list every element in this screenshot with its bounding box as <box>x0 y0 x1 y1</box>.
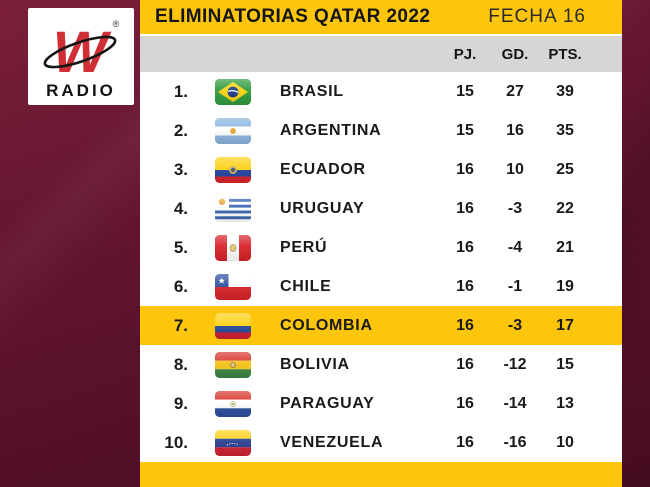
pts-value: 19 <box>556 277 574 295</box>
gd-value: -16 <box>503 433 527 451</box>
rank-label: 3. <box>173 159 188 179</box>
gd-value: -3 <box>507 199 523 217</box>
logo-radio-text: RADIO <box>46 81 116 100</box>
pj-value: 16 <box>456 160 474 178</box>
pj-value: 16 <box>456 433 474 451</box>
rank-label: 8. <box>173 354 188 374</box>
wradio-logo: W ® RADIO <box>28 8 134 105</box>
pj-value: 16 <box>456 355 474 373</box>
card-header: ELIMINATORIAS QATAR 2022 FECHA 16 <box>140 0 622 34</box>
column-header-row: PJ. GD. PTS. <box>140 36 622 72</box>
argentina-flag-icon <box>215 117 251 144</box>
rank-label: 5. <box>173 237 188 257</box>
colombia-flag-icon <box>215 312 251 339</box>
team-name: BRASIL <box>280 82 344 100</box>
gd-value: -12 <box>503 355 527 373</box>
logo-registered-mark: ® <box>113 19 120 29</box>
chile-flag-icon <box>215 273 251 300</box>
gd-value: 16 <box>506 121 524 139</box>
standings-rows: 1. BRASIL 15 27 39 2. ARGENTINA 15 16 35… <box>140 72 622 462</box>
wradio-logo-graphic: W ® RADIO <box>43 19 120 100</box>
card-footer-accent-bar <box>140 462 622 487</box>
ecuador-flag-icon <box>215 156 251 183</box>
gd-value: -14 <box>503 394 527 412</box>
table-row-argentina: 2. ARGENTINA 15 16 35 <box>140 111 622 150</box>
table-row-ecuador: 3. ECUADOR 16 10 25 <box>140 150 622 189</box>
team-name: BOLIVIA <box>280 355 350 373</box>
column-header-pj: PJ. <box>453 45 477 63</box>
brasil-flag-icon <box>215 78 251 105</box>
pj-value: 16 <box>456 277 474 295</box>
logo-orbit-ellipse <box>43 35 117 69</box>
pts-value: 17 <box>556 316 574 334</box>
team-name: PERÚ <box>280 238 328 256</box>
table-row-paraguay: 9. PARAGUAY 16 -14 13 <box>140 384 622 423</box>
pts-value: 25 <box>556 160 574 178</box>
bolivia-flag-icon <box>215 351 251 378</box>
pj-value: 15 <box>456 121 474 139</box>
pts-value: 35 <box>556 121 574 139</box>
column-header-gd: GD. <box>501 45 529 63</box>
paraguay-flag-icon <box>215 390 251 417</box>
pts-value: 13 <box>556 394 574 412</box>
pj-value: 16 <box>456 394 474 412</box>
uruguay-flag-icon <box>215 195 251 222</box>
pj-value: 16 <box>456 316 474 334</box>
pts-value: 15 <box>556 355 574 373</box>
rank-label: 1. <box>173 81 188 101</box>
venezuela-flag-icon <box>215 429 251 456</box>
page-title: ELIMINATORIAS QATAR 2022 <box>155 6 431 27</box>
rank-label: 2. <box>173 120 188 140</box>
gd-value: -3 <box>507 316 523 334</box>
pts-value: 21 <box>556 238 574 256</box>
pj-value: 16 <box>456 199 474 217</box>
gd-value: -4 <box>507 238 523 256</box>
rank-label: 9. <box>173 393 188 413</box>
team-name: COLOMBIA <box>280 316 373 334</box>
team-name: VENEZUELA <box>280 433 384 451</box>
table-row-uruguay: 4. URUGUAY 16 -3 22 <box>140 189 622 228</box>
pj-value: 16 <box>456 238 474 256</box>
team-name: ECUADOR <box>280 160 366 178</box>
rank-label: 6. <box>173 276 188 296</box>
team-name: PARAGUAY <box>280 394 375 412</box>
pj-value: 15 <box>456 82 474 100</box>
pts-value: 22 <box>556 199 574 217</box>
rank-label: 10. <box>164 432 188 452</box>
table-row-peru: 5. PERÚ 16 -4 21 <box>140 228 622 267</box>
table-row-bolivia: 8. BOLIVIA 16 -12 15 <box>140 345 622 384</box>
table-row-chile: 6. CHILE 16 -1 19 <box>140 267 622 306</box>
rank-label: 7. <box>173 315 188 335</box>
rank-label: 4. <box>173 198 188 218</box>
team-name: CHILE <box>280 277 332 295</box>
header-divider <box>140 34 622 36</box>
pts-value: 10 <box>556 433 574 451</box>
gd-value: 10 <box>506 160 524 178</box>
gd-value: 27 <box>506 82 524 100</box>
column-header-pts: PTS. <box>548 45 582 63</box>
gd-value: -1 <box>507 277 523 295</box>
matchday-label: FECHA 16 <box>488 6 586 27</box>
pts-value: 39 <box>556 82 574 100</box>
team-name: ARGENTINA <box>280 121 382 139</box>
team-name: URUGUAY <box>280 199 365 217</box>
table-row-brasil: 1. BRASIL 15 27 39 <box>140 72 622 111</box>
peru-flag-icon <box>215 234 251 261</box>
standings-card: ELIMINATORIAS QATAR 2022 FECHA 16 PJ. GD… <box>140 0 622 487</box>
table-row-venezuela: 10. VENEZUELA 16 -16 10 <box>140 423 622 462</box>
table-row-colombia-highlighted: 7. COLOMBIA 16 -3 17 <box>140 306 622 345</box>
